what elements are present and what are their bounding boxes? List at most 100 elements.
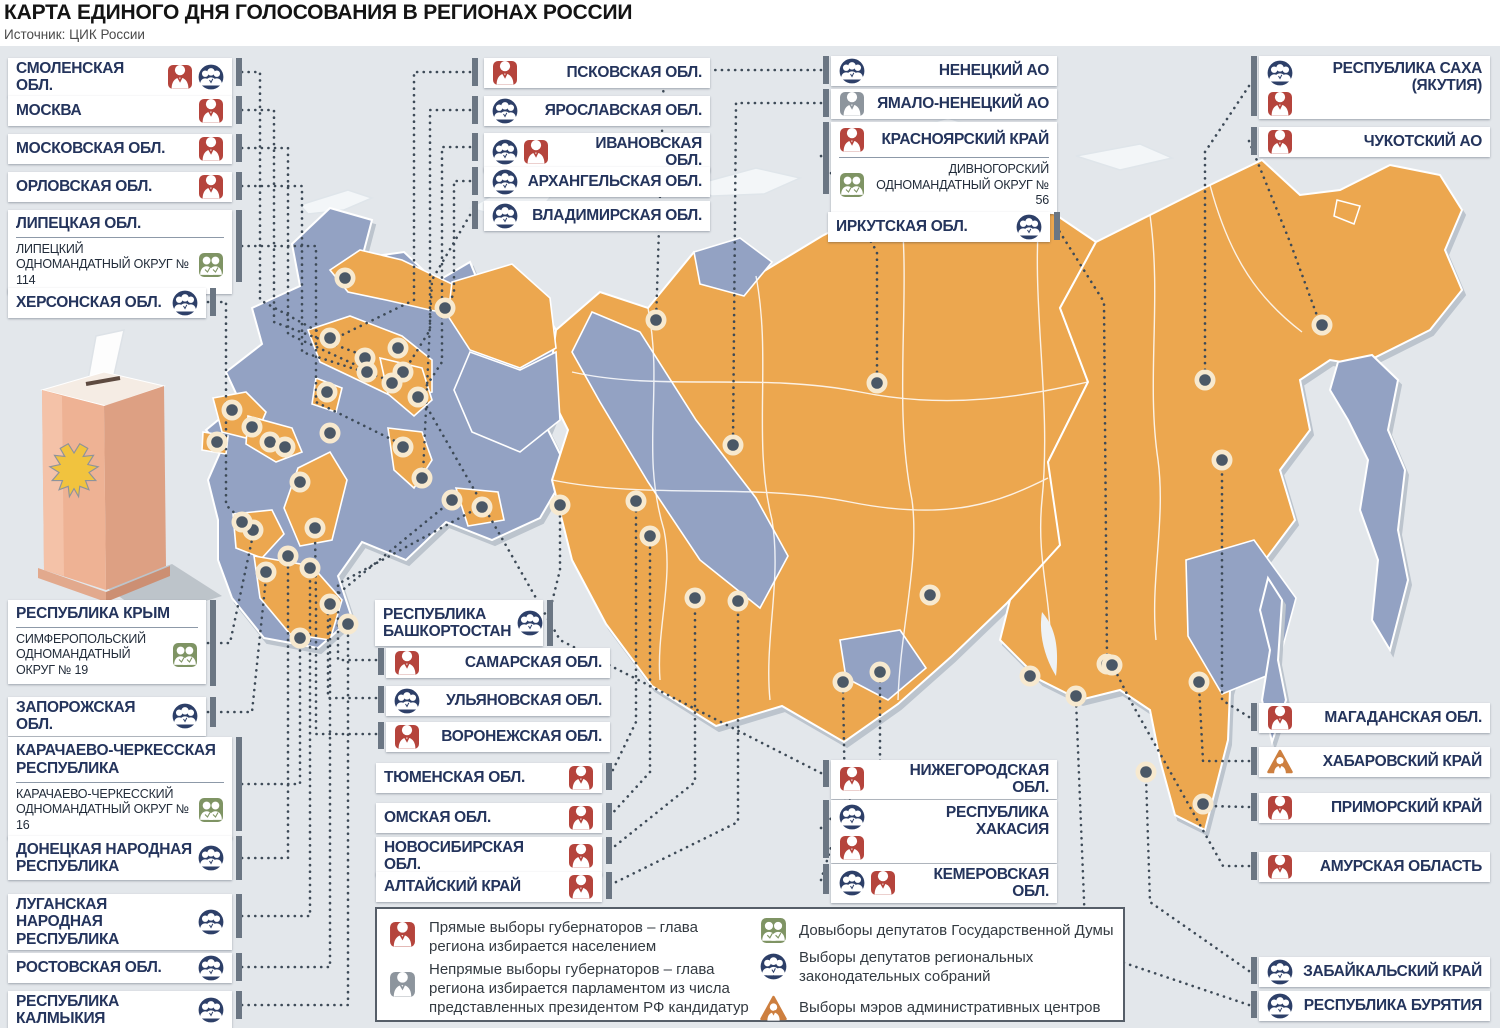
- region-label-magadan: МАГАДАНСКАЯ ОБЛ.: [1259, 703, 1490, 733]
- region-name: ВОРОНЕЖСКАЯ ОБЛ.: [441, 728, 602, 746]
- connector-bar: [547, 600, 553, 646]
- connector-bar: [472, 58, 478, 86]
- region-label-rostov: РОСТОВСКАЯ ОБЛ.: [8, 953, 232, 983]
- region-icons: [568, 874, 594, 900]
- gov-direct-icon: [199, 137, 223, 161]
- region-label-zabaykalsky: ЗАБАЙКАЛЬСКИЙ КРАЙ: [1259, 957, 1490, 987]
- map-marker: [407, 386, 429, 408]
- region-name: САМАРСКАЯ ОБЛ.: [464, 654, 602, 672]
- region-name: РЕСПУБЛИКА БАШКОРТОСТАН: [383, 605, 512, 640]
- region-name: ВЛАДИМИРСКАЯ ОБЛ.: [532, 207, 702, 225]
- legend-label: Непрямые выборы губернаторов – глава рег…: [429, 961, 749, 1016]
- region-icons: [492, 169, 518, 195]
- region-icons: [839, 804, 865, 861]
- map-marker: [381, 372, 403, 394]
- region-icons: [198, 955, 224, 981]
- gov-direct-icon: [840, 836, 864, 860]
- region-icons: [198, 174, 224, 200]
- region-label-samara: САМАРСКАЯ ОБЛ.: [386, 648, 610, 678]
- gov-direct-icon: [1268, 855, 1292, 879]
- region-icons: [394, 724, 420, 750]
- gov-direct-icon: [569, 766, 593, 790]
- region-name: АМУРСКАЯ ОБЛАСТЬ: [1319, 858, 1482, 876]
- connector-bar: [210, 697, 216, 727]
- legend-label: Прямые выборы губернаторов – глава регио…: [429, 919, 698, 955]
- connector-bar: [378, 686, 384, 713]
- map-marker: [392, 436, 414, 458]
- regional-icon: [492, 139, 518, 165]
- region-icons: [568, 765, 594, 791]
- region-label-lipetsk: ЛИПЕЦКАЯ ОБЛ. ЛИПЕЦКИЙ ОДНОМАНДАТНЫЙ ОКРУ…: [8, 210, 232, 294]
- region-icons: [1016, 214, 1042, 240]
- legend-label: Выборы депутатов региональных законодате…: [799, 949, 1034, 985]
- region-icons: [198, 136, 224, 162]
- duma-icon: [840, 173, 864, 198]
- gov-direct-icon: [493, 61, 517, 85]
- connector-bar: [823, 89, 829, 117]
- region-label-smolensk: СМОЛЕНСКАЯ ОБЛ.: [8, 58, 232, 97]
- region-icons: [492, 60, 518, 86]
- region-district: ЛИПЕЦКИЙ ОДНОМАНДАТНЫЙ ОКРУГ № 114: [16, 241, 189, 288]
- region-label-ivanovo: ИВАНОВСКАЯ ОБЛ.: [484, 133, 710, 172]
- connector-bar: [823, 56, 829, 84]
- legend-icon-regional: [760, 953, 787, 985]
- region-label-buryatia: РЕСПУБЛИКА БУРЯТИЯ: [1259, 991, 1490, 1021]
- gov-direct-icon: [395, 725, 419, 749]
- duma-icon: [761, 918, 786, 943]
- map-marker: [471, 496, 493, 518]
- gov-direct-icon: [871, 871, 895, 896]
- region-name: МОСКОВСКАЯ ОБЛ.: [16, 140, 166, 158]
- region-icons: [1267, 60, 1293, 117]
- map-markers: [206, 267, 1333, 815]
- legend-icon-mayor: [760, 995, 787, 1027]
- legend-label: Выборы мэров административных центров: [799, 999, 1101, 1016]
- region-name: ИРКУТСКАЯ ОБЛ.: [836, 218, 968, 236]
- map-marker: [274, 436, 296, 458]
- map-marker: [866, 372, 888, 394]
- connector-bar: [378, 722, 384, 749]
- region-name: РЕСПУБЛИКА КАЛМЫКИЯ: [16, 993, 120, 1028]
- map-marker: [319, 422, 341, 444]
- connector-bar: [1251, 703, 1257, 731]
- page-title: КАРТА ЕДИНОГО ДНЯ ГОЛОСОВАНИЯ В РЕГИОНАХ…: [4, 1, 633, 24]
- region-icons: [198, 909, 224, 935]
- region-name: НИЖЕГОРОДСКАЯ ОБЛ.: [909, 762, 1050, 797]
- gov-direct-icon: [1268, 796, 1292, 820]
- mayor-icon: [760, 995, 787, 1021]
- connector-bar: [378, 648, 384, 675]
- regional-icon: [172, 290, 198, 316]
- regional-icon: [492, 98, 518, 124]
- connector-bar: [236, 953, 242, 981]
- connector-bar: [606, 763, 612, 790]
- map-marker: [221, 399, 243, 421]
- connector-bar: [1251, 957, 1257, 984]
- map-marker: [206, 431, 228, 453]
- connector-bar: [236, 894, 242, 938]
- region-name: РОСТОВСКАЯ ОБЛ.: [16, 959, 162, 977]
- regional-icon: [839, 804, 865, 830]
- region-name: НЕНЕЦКИЙ АО: [938, 62, 1049, 80]
- connector-bar: [236, 836, 242, 880]
- region-icons: [568, 843, 594, 869]
- region-icons: [172, 290, 198, 316]
- gov-indirect-icon: [390, 972, 415, 997]
- region-district: ДИВНОГОРСКИЙ ОДНОМАНДАТНЫЙ ОКРУГ № 56: [876, 162, 1049, 208]
- region-icons: [172, 703, 198, 729]
- label-connectors: [206, 68, 1321, 1007]
- region-label-arkhangelsk: АРХАНГЕЛЬСКАЯ ОБЛ.: [484, 167, 710, 197]
- region-label-tyumen: ТЮМЕНСКАЯ ОБЛ.: [376, 763, 602, 793]
- map-marker: [727, 590, 749, 612]
- region-label-krasnoyarsk: КРАСНОЯРСКИЙ КРАЙ ДИВНОГОРСКИЙ ОДНОМАНДАТ…: [831, 122, 1057, 214]
- regional-icon: [172, 703, 198, 729]
- region-icons: [1267, 795, 1293, 821]
- region-label-crimea: РЕСПУБЛИКА КРЫМ СИМФЕРОПОЛЬСКИЙ ОДНОМАНДА…: [8, 600, 206, 684]
- region-name: МАГАДАНСКАЯ ОБЛ.: [1324, 709, 1482, 727]
- region-district: СИМФЕРОПОЛЬСКИЙ ОДНОМАНДАТНЫЙ ОКРУГ № 19: [16, 631, 146, 678]
- region-name: ДОНЕЦКАЯ НАРОДНАЯ РЕСПУБЛИКА: [16, 840, 192, 875]
- connector-bar: [236, 134, 242, 162]
- map-marker: [255, 561, 277, 583]
- regional-icon: [517, 610, 543, 636]
- region-name: РЕСПУБЛИКА САХА (ЯКУТИЯ): [1332, 60, 1483, 95]
